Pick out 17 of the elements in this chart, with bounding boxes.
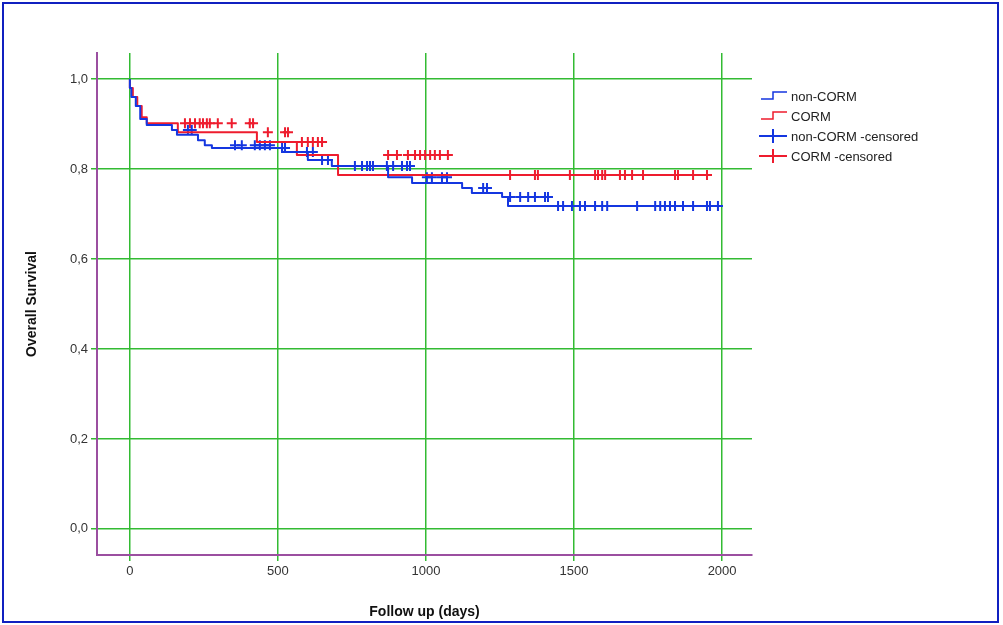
y-tick-label: 1,0 xyxy=(69,70,88,86)
x-tick-label: 1500 xyxy=(559,563,589,579)
x-tick-label: 1000 xyxy=(411,563,441,579)
legend-label: non-CORM -censored xyxy=(791,128,919,144)
y-tick-label: 0,8 xyxy=(69,160,88,176)
x-tick-label: 0 xyxy=(126,563,134,579)
y-tick-label: 0,0 xyxy=(69,520,88,536)
x-tick-label: 500 xyxy=(267,563,289,579)
x-tick-label: 2000 xyxy=(707,563,737,579)
y-axis-title: Overall Survival xyxy=(23,251,40,357)
y-tick-label: 0,2 xyxy=(69,430,88,446)
legend-label: CORM -censored xyxy=(791,148,893,164)
y-tick-label: 0,4 xyxy=(69,340,88,356)
legend-label: non-CORM xyxy=(791,88,857,104)
legend-label: CORM xyxy=(791,108,831,124)
x-axis-title: Follow up (days) xyxy=(369,603,480,620)
y-tick-label: 0,6 xyxy=(69,250,88,266)
